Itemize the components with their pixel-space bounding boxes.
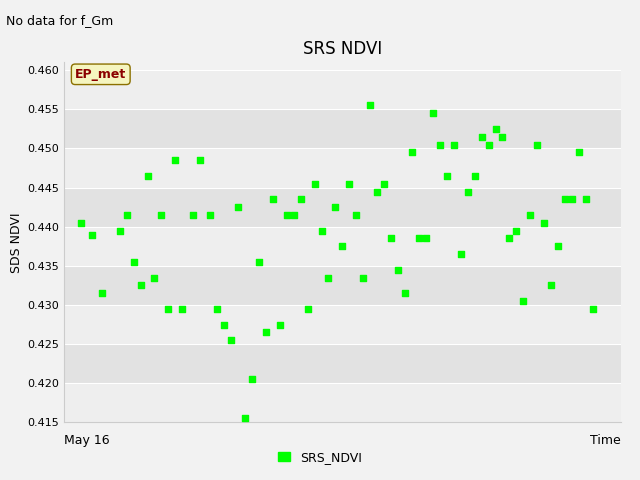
Point <box>365 102 375 109</box>
Point <box>351 211 362 219</box>
Point <box>233 204 243 211</box>
Point <box>260 329 271 336</box>
Point <box>195 156 205 164</box>
Bar <box>64 227 621 266</box>
Point <box>97 289 108 297</box>
Point <box>240 415 250 422</box>
Point <box>177 305 188 313</box>
Point <box>421 235 431 242</box>
Point <box>574 149 584 156</box>
Point <box>247 375 257 383</box>
Point <box>170 156 180 164</box>
Point <box>156 211 166 219</box>
Point <box>268 195 278 203</box>
Point <box>414 235 424 242</box>
Point <box>129 258 139 266</box>
Point <box>316 227 326 235</box>
Bar <box>64 188 621 227</box>
Bar <box>64 383 621 422</box>
Point <box>212 305 222 313</box>
Text: May 16: May 16 <box>64 434 109 447</box>
Point <box>553 242 563 250</box>
Point <box>282 211 292 219</box>
Point <box>136 282 146 289</box>
Point <box>560 195 570 203</box>
Point <box>470 172 480 180</box>
Point <box>428 109 438 117</box>
Point <box>289 211 299 219</box>
Point <box>393 266 403 274</box>
Point <box>122 211 132 219</box>
Point <box>76 219 86 227</box>
Point <box>253 258 264 266</box>
Point <box>205 211 215 219</box>
Point <box>219 321 229 328</box>
Y-axis label: SDS NDVI: SDS NDVI <box>10 212 23 273</box>
Point <box>296 195 306 203</box>
Point <box>86 231 97 239</box>
Bar <box>64 70 621 109</box>
Point <box>588 305 598 313</box>
Bar <box>64 344 621 383</box>
Point <box>476 133 486 141</box>
Point <box>303 305 313 313</box>
Point <box>504 235 515 242</box>
Point <box>567 195 577 203</box>
Point <box>463 188 473 195</box>
Point <box>275 321 285 328</box>
Bar <box>64 109 621 148</box>
Point <box>330 204 340 211</box>
Point <box>497 133 508 141</box>
Point <box>344 180 355 188</box>
Text: EP_met: EP_met <box>75 68 126 81</box>
Point <box>539 219 549 227</box>
Point <box>188 211 198 219</box>
Point <box>518 297 529 305</box>
Point <box>337 242 348 250</box>
Point <box>490 125 500 133</box>
Point <box>532 141 543 148</box>
Point <box>435 141 445 148</box>
Text: Time: Time <box>590 434 621 447</box>
Point <box>358 274 369 281</box>
Point <box>483 141 493 148</box>
Point <box>372 188 382 195</box>
Point <box>456 250 466 258</box>
Bar <box>64 148 621 188</box>
Point <box>163 305 173 313</box>
Point <box>323 274 333 281</box>
Point <box>400 289 410 297</box>
Point <box>449 141 459 148</box>
Point <box>149 274 159 281</box>
Legend: SRS_NDVI: SRS_NDVI <box>273 446 367 469</box>
Point <box>115 227 125 235</box>
Point <box>386 235 396 242</box>
Point <box>511 227 522 235</box>
Point <box>581 195 591 203</box>
Point <box>546 282 556 289</box>
Point <box>379 180 389 188</box>
Bar <box>64 266 621 305</box>
Point <box>525 211 536 219</box>
Text: No data for f_Gm: No data for f_Gm <box>6 14 114 27</box>
Bar <box>64 305 621 344</box>
Title: SRS NDVI: SRS NDVI <box>303 40 382 58</box>
Point <box>142 172 152 180</box>
Point <box>226 336 236 344</box>
Point <box>310 180 320 188</box>
Point <box>442 172 452 180</box>
Point <box>407 149 417 156</box>
